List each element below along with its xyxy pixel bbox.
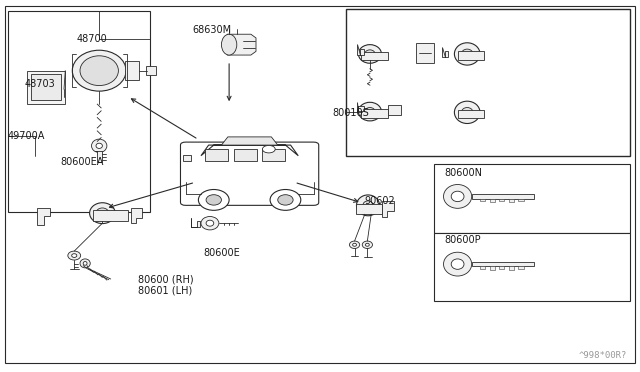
Bar bbox=[125, 61, 139, 80]
Bar bbox=[205, 149, 228, 161]
Polygon shape bbox=[472, 262, 534, 266]
Polygon shape bbox=[442, 46, 448, 57]
Polygon shape bbox=[221, 137, 278, 145]
Polygon shape bbox=[357, 102, 364, 111]
Bar bbox=[499, 266, 504, 269]
Polygon shape bbox=[37, 208, 50, 225]
Ellipse shape bbox=[201, 217, 219, 230]
Polygon shape bbox=[357, 44, 364, 55]
Ellipse shape bbox=[96, 208, 109, 218]
Polygon shape bbox=[382, 201, 394, 217]
Text: 80600EA: 80600EA bbox=[61, 157, 104, 167]
Polygon shape bbox=[472, 194, 534, 199]
Text: 80600P: 80600P bbox=[445, 235, 481, 245]
Bar bbox=[262, 149, 285, 161]
Ellipse shape bbox=[358, 102, 381, 121]
Bar bbox=[234, 149, 257, 161]
Bar bbox=[434, 164, 630, 232]
Bar bbox=[361, 52, 388, 60]
Bar bbox=[346, 9, 630, 156]
Ellipse shape bbox=[278, 195, 293, 205]
Text: 68630M: 68630M bbox=[192, 25, 231, 35]
Ellipse shape bbox=[80, 259, 90, 268]
Bar bbox=[27, 71, 65, 104]
Ellipse shape bbox=[198, 189, 229, 210]
Ellipse shape bbox=[444, 252, 472, 276]
Ellipse shape bbox=[92, 139, 107, 153]
Bar bbox=[8, 11, 150, 212]
Bar bbox=[518, 266, 524, 269]
Bar bbox=[490, 199, 495, 202]
Bar bbox=[388, 105, 401, 115]
Polygon shape bbox=[131, 208, 142, 223]
FancyBboxPatch shape bbox=[180, 142, 319, 205]
Bar bbox=[416, 43, 434, 63]
Text: 80600N: 80600N bbox=[445, 168, 483, 178]
Polygon shape bbox=[95, 151, 102, 162]
Bar bbox=[480, 266, 485, 269]
Text: 90602: 90602 bbox=[365, 196, 396, 206]
Ellipse shape bbox=[221, 34, 237, 55]
Ellipse shape bbox=[262, 145, 275, 153]
Bar bbox=[490, 266, 495, 270]
Bar bbox=[31, 74, 61, 100]
Ellipse shape bbox=[461, 49, 473, 59]
Polygon shape bbox=[227, 34, 256, 55]
Text: ^998*00R?: ^998*00R? bbox=[579, 351, 627, 360]
Ellipse shape bbox=[454, 43, 480, 65]
Ellipse shape bbox=[461, 108, 473, 117]
Polygon shape bbox=[191, 218, 200, 227]
Text: 80600E: 80600E bbox=[204, 248, 240, 258]
Text: 80601 (LH): 80601 (LH) bbox=[138, 285, 192, 295]
Ellipse shape bbox=[90, 203, 115, 224]
Bar bbox=[499, 199, 504, 201]
Ellipse shape bbox=[358, 45, 381, 63]
Text: 80600 (RH): 80600 (RH) bbox=[138, 275, 193, 285]
Ellipse shape bbox=[454, 101, 480, 124]
Bar bbox=[518, 199, 524, 201]
Ellipse shape bbox=[363, 201, 373, 210]
Ellipse shape bbox=[206, 195, 221, 205]
Bar bbox=[146, 66, 156, 75]
Ellipse shape bbox=[349, 241, 360, 248]
Ellipse shape bbox=[444, 185, 472, 208]
Ellipse shape bbox=[353, 243, 356, 246]
Ellipse shape bbox=[68, 251, 81, 260]
Bar bbox=[356, 204, 382, 214]
Polygon shape bbox=[201, 145, 298, 156]
Ellipse shape bbox=[96, 143, 102, 148]
Bar bbox=[458, 110, 484, 118]
Ellipse shape bbox=[362, 241, 372, 248]
Ellipse shape bbox=[72, 50, 126, 91]
Bar bbox=[434, 232, 630, 301]
Ellipse shape bbox=[451, 259, 464, 269]
Ellipse shape bbox=[83, 262, 87, 265]
Ellipse shape bbox=[356, 195, 380, 216]
Text: 49700A: 49700A bbox=[8, 131, 45, 141]
Ellipse shape bbox=[365, 108, 375, 116]
Bar bbox=[480, 199, 485, 201]
Bar bbox=[361, 109, 388, 118]
Bar bbox=[509, 199, 514, 202]
Ellipse shape bbox=[72, 254, 77, 257]
Ellipse shape bbox=[270, 189, 301, 210]
Ellipse shape bbox=[365, 50, 375, 58]
Text: 48700: 48700 bbox=[77, 34, 108, 44]
Bar bbox=[458, 51, 484, 60]
Text: 80010S: 80010S bbox=[333, 109, 369, 118]
Ellipse shape bbox=[365, 243, 369, 246]
Ellipse shape bbox=[451, 191, 464, 202]
Bar bbox=[183, 155, 191, 161]
Ellipse shape bbox=[206, 220, 214, 226]
Bar bbox=[93, 210, 128, 221]
Bar bbox=[509, 266, 514, 270]
Text: 48703: 48703 bbox=[24, 79, 55, 89]
Ellipse shape bbox=[80, 56, 118, 86]
